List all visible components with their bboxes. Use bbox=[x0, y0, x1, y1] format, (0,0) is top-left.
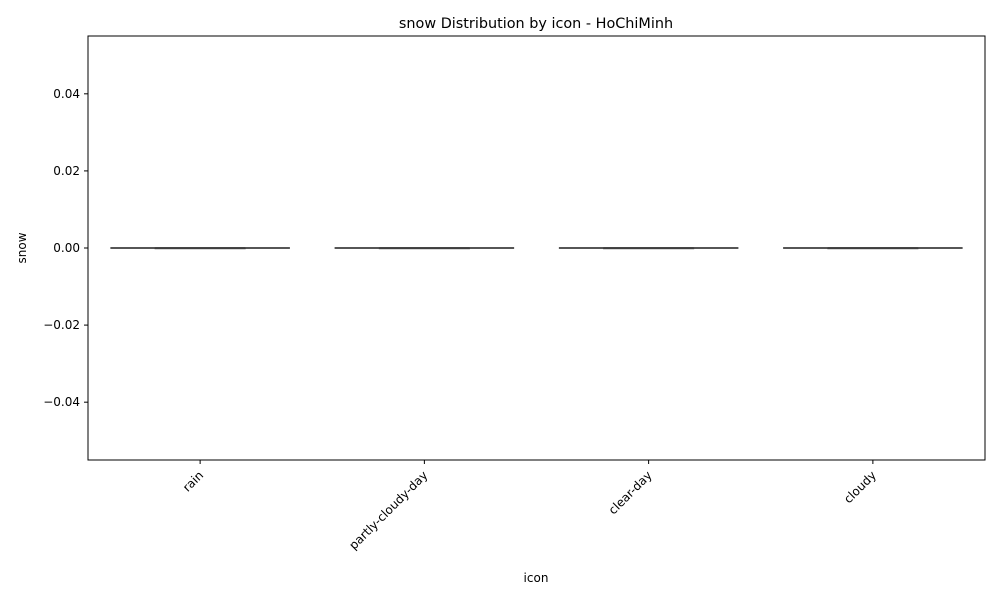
box-partly-cloudy-day bbox=[334, 247, 515, 250]
plot-area: 0.04 0.02 0.00 −0.02 −0.04 rain partly-cloudy-… bbox=[43, 35, 986, 552]
x-tick-label: rain bbox=[180, 468, 206, 494]
y-tick-label: 0.00 bbox=[53, 241, 80, 255]
box-rain bbox=[110, 247, 290, 250]
y-tick-label: −0.04 bbox=[43, 395, 80, 409]
box-clear-day bbox=[558, 247, 739, 250]
y-tick-label: 0.04 bbox=[53, 87, 80, 101]
chart-title: snow Distribution by icon - HoChiMinh bbox=[399, 16, 673, 32]
y-tick-label: −0.02 bbox=[43, 318, 80, 332]
x-tick-label: clear-day bbox=[606, 468, 655, 517]
x-tick-label: cloudy bbox=[841, 468, 879, 506]
y-tick-label: 0.02 bbox=[53, 164, 80, 178]
box-cloudy bbox=[783, 247, 963, 250]
y-axis-title: snow bbox=[15, 232, 29, 263]
x-tick-label: partly-cloudy-day bbox=[346, 468, 430, 552]
x-axis-title: icon bbox=[524, 571, 549, 585]
